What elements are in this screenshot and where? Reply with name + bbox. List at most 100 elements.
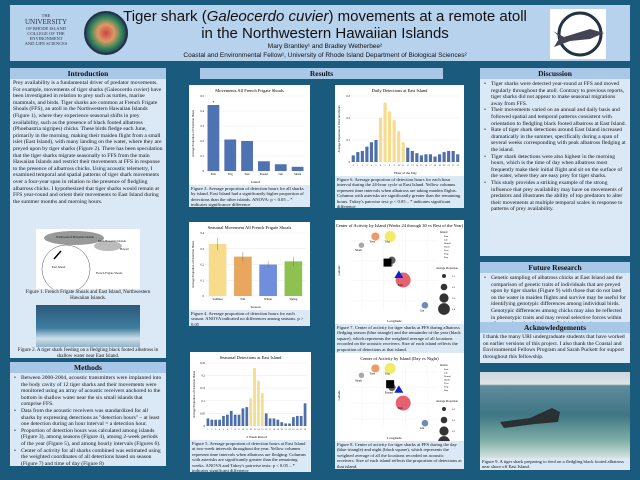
- methods-panel: Methods Between 2000-2004, acoustic tran…: [10, 362, 166, 466]
- y-tick-label: 0.3: [347, 95, 351, 98]
- y-axis-label: Average Proportion of Detection Hours: [191, 109, 195, 157]
- size-legend-circle: [439, 293, 449, 303]
- island-label: East: [398, 283, 403, 287]
- bar: [288, 423, 291, 426]
- legend-item: Round: [444, 375, 451, 378]
- y-axis-label: Average Proportion of Detection Hours: [337, 105, 341, 153]
- bar: [410, 151, 414, 162]
- center-of-activity-square: [386, 380, 395, 389]
- x-tick-label: 3: [366, 165, 368, 167]
- size-legend-title: Average Proportion: [436, 267, 459, 270]
- bar: [424, 154, 428, 162]
- bar: [218, 419, 221, 426]
- bar: [233, 414, 237, 426]
- x-axis-label: 2 Week Period: [246, 435, 267, 439]
- y-tick-label: 0: [349, 161, 351, 164]
- y-tick-label: 0.1: [201, 279, 205, 282]
- bar: [351, 155, 355, 162]
- legend-title: Island: [440, 363, 448, 367]
- island-label: Gin: [420, 308, 425, 312]
- legend-item: Tern: [444, 249, 449, 252]
- bar: [388, 111, 392, 162]
- figure-6-chart: Daily Detections at East Island Hour of t…: [335, 85, 464, 176]
- legend-item: Tern: [444, 382, 449, 385]
- center-of-activity-square: [383, 258, 392, 267]
- island-point: [358, 372, 365, 379]
- bar: [284, 261, 303, 296]
- x-tick-label: Winter: [264, 297, 272, 301]
- bar: [303, 403, 307, 426]
- chart-title: Daily Detections at East Island: [372, 88, 428, 93]
- bar: [356, 152, 360, 162]
- x-axis-label: Hour of the Day: [394, 171, 417, 175]
- x-tick-label: 13: [253, 429, 256, 431]
- legend-item: Gin: [444, 239, 449, 242]
- x-tick-label: 4: [219, 429, 221, 431]
- x-tick-label: Trig: [228, 172, 234, 176]
- x-tick-label: 14: [257, 429, 260, 431]
- y-tick-label: 0.2: [347, 117, 351, 120]
- x-tick-label: 4: [371, 165, 373, 167]
- bar: [214, 419, 218, 426]
- discussion-heading: Discussion: [480, 68, 630, 79]
- bar: [274, 164, 287, 171]
- size-legend-title: Average Proportion: [436, 400, 459, 403]
- map-label: Main Hawaiian Islands: [98, 239, 126, 243]
- methods-bullet: Between 2000-2004, acoustic transmitters…: [13, 375, 163, 408]
- discussion-bullet: Tiger shark detections were also highest…: [483, 154, 627, 180]
- size-legend-label: 0.2: [452, 286, 456, 289]
- island-label: Gin: [420, 426, 425, 430]
- figure-5-chart: Seasonal Detections at East Island 2 Week…: [190, 352, 311, 440]
- bar: [284, 423, 287, 426]
- bar: [415, 153, 419, 162]
- introduction-text: Prey availability is a fundamental drive…: [13, 80, 163, 205]
- shark-icon: [553, 11, 604, 57]
- acknowledgements-text: I thank the many URI undergraduate stude…: [483, 334, 625, 360]
- x-tick-label: 11: [402, 165, 404, 167]
- x-tick-label: 22: [288, 429, 290, 431]
- authors: Mary Brantley¹ and Bradley Wetherbee²: [267, 43, 383, 50]
- logo-text: AND LIFE SCIENCES: [24, 41, 68, 46]
- size-legend-label: 0.3: [452, 297, 456, 300]
- y-tick-label: 0.3: [201, 125, 205, 128]
- x-tick-label: 17: [429, 165, 432, 167]
- affiliations: Coastal and Environmental Fellow¹, Unive…: [183, 52, 467, 59]
- logo-text: COLLEGE OF THE ENVIRONMENT: [27, 31, 65, 41]
- discussion-bullet: Rate of tiger shark detections around Ea…: [483, 127, 627, 153]
- bar: [397, 131, 401, 162]
- bar: [437, 154, 442, 162]
- map-label: French Frigate Shoals: [96, 271, 123, 275]
- map-label: Hawaii: [120, 247, 129, 251]
- bar: [392, 120, 396, 162]
- discussion-bullet: Their movements varied on an annual and …: [483, 107, 627, 127]
- bar: [268, 418, 272, 426]
- bar: [229, 410, 233, 426]
- x-tick-label: Summer: [213, 297, 223, 301]
- bar: [280, 422, 284, 426]
- x-tick-label: 7: [385, 165, 387, 167]
- x-tick-label: 8: [389, 165, 391, 167]
- bar: [208, 244, 227, 296]
- y-tick-label: 0.1: [202, 400, 206, 403]
- x-tick-label: 24: [296, 429, 299, 431]
- future-research-panel: Future Research Genetic sampling of alba…: [480, 262, 630, 322]
- legend-item: Shark: [444, 246, 451, 249]
- x-tick-label: Fall: [241, 297, 246, 301]
- y-axis-label: Latitude: [337, 390, 341, 401]
- x-tick-label: 7: [231, 429, 233, 431]
- discussion-panel: Discussion Tiger sharks were detected ye…: [480, 68, 630, 256]
- logo-text: UNIVERSITY: [25, 18, 67, 26]
- x-axis-label: Longitude: [387, 319, 402, 323]
- y-tick-label: 0.05: [200, 412, 205, 415]
- size-legend-label: 0.2: [452, 419, 456, 422]
- legend-item: Day: [444, 389, 449, 392]
- island-point: [371, 364, 380, 373]
- discussion-bullet: This study provides a striking example o…: [483, 180, 627, 213]
- methods-bullet: Proportion of detection hours was calcul…: [13, 428, 163, 448]
- bar: [224, 139, 237, 171]
- x-tick-label: 20: [281, 429, 284, 431]
- bar: [442, 152, 446, 162]
- bar: [249, 398, 253, 426]
- x-tick-label: 9: [394, 165, 395, 167]
- size-legend-circle: [442, 407, 446, 411]
